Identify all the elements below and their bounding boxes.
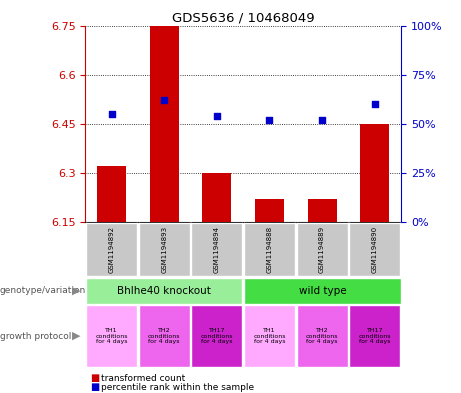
Text: GSM1194890: GSM1194890: [372, 226, 378, 273]
Title: GDS5636 / 10468049: GDS5636 / 10468049: [172, 11, 314, 24]
Bar: [255, 199, 284, 222]
Text: percentile rank within the sample: percentile rank within the sample: [101, 383, 254, 391]
Text: GSM1194893: GSM1194893: [161, 226, 167, 273]
Bar: [202, 173, 231, 222]
Text: growth protocol: growth protocol: [0, 332, 71, 340]
Text: GSM1194894: GSM1194894: [214, 226, 220, 273]
Text: ▶: ▶: [72, 331, 81, 341]
Text: TH17
conditions
for 4 days: TH17 conditions for 4 days: [359, 328, 391, 344]
Text: ■: ■: [90, 373, 99, 383]
Point: [108, 111, 115, 117]
Text: TH2
conditions
for 4 days: TH2 conditions for 4 days: [306, 328, 338, 344]
Text: GSM1194888: GSM1194888: [266, 226, 272, 273]
Bar: [307, 199, 337, 222]
Point: [266, 117, 273, 123]
Point: [160, 97, 168, 103]
Text: ■: ■: [90, 382, 99, 392]
Text: GSM1194892: GSM1194892: [109, 226, 115, 273]
Text: transformed count: transformed count: [101, 374, 186, 382]
Point: [371, 101, 378, 107]
Text: Bhlhe40 knockout: Bhlhe40 knockout: [117, 286, 211, 296]
Text: ▶: ▶: [72, 286, 81, 296]
Bar: [361, 124, 389, 222]
Text: GSM1194889: GSM1194889: [319, 226, 325, 273]
Text: TH17
conditions
for 4 days: TH17 conditions for 4 days: [201, 328, 233, 344]
Bar: [97, 166, 126, 222]
Text: wild type: wild type: [299, 286, 346, 296]
Text: TH1
conditions
for 4 days: TH1 conditions for 4 days: [253, 328, 286, 344]
Text: TH1
conditions
for 4 days: TH1 conditions for 4 days: [95, 328, 128, 344]
Point: [319, 117, 326, 123]
Text: genotype/variation: genotype/variation: [0, 286, 86, 295]
Bar: [150, 26, 179, 222]
Point: [213, 113, 220, 119]
Text: TH2
conditions
for 4 days: TH2 conditions for 4 days: [148, 328, 180, 344]
